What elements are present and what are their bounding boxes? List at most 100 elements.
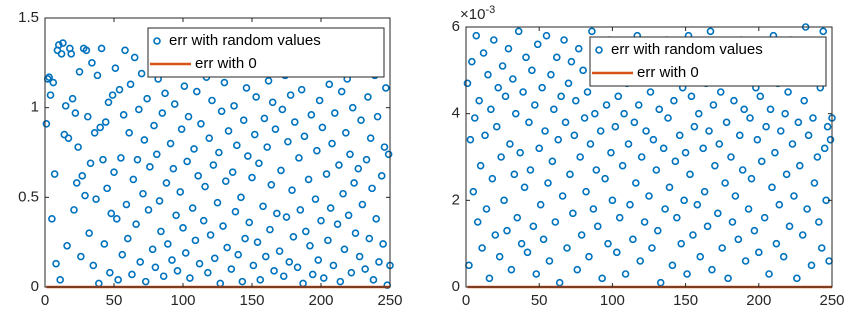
marker (135, 105, 143, 114)
marker (161, 89, 169, 98)
y-multiplier-base: ×10 (460, 6, 485, 23)
marker (526, 166, 535, 174)
marker (308, 270, 317, 279)
marker (516, 148, 524, 157)
marker (96, 123, 104, 132)
marker (295, 154, 303, 162)
marker (696, 252, 705, 261)
marker (547, 70, 555, 79)
marker (122, 200, 131, 209)
marker (819, 27, 828, 36)
marker (50, 170, 59, 178)
marker (646, 88, 655, 96)
marker (632, 179, 640, 187)
marker (501, 92, 510, 101)
marker (260, 114, 269, 123)
marker (626, 200, 634, 209)
marker (128, 270, 136, 279)
marker (782, 170, 791, 179)
marker (807, 261, 816, 270)
marker (129, 175, 138, 184)
marker (284, 137, 292, 146)
marker (245, 218, 254, 227)
marker (673, 213, 681, 222)
marker (288, 186, 296, 194)
marker (612, 248, 621, 257)
marker (275, 247, 284, 255)
marker (130, 53, 139, 62)
marker (89, 261, 98, 270)
legend-marker (153, 37, 161, 45)
marker (469, 187, 478, 196)
marker (487, 105, 495, 114)
marker (514, 27, 523, 36)
x-tick-label: 150 (673, 292, 698, 309)
marker (231, 207, 240, 216)
marker (350, 179, 358, 187)
marker (170, 100, 179, 108)
marker (784, 88, 792, 96)
marker (224, 127, 233, 135)
marker (463, 79, 472, 88)
marker (297, 85, 306, 94)
marker (261, 252, 270, 261)
y-multiplier-exponent: -3 (485, 4, 495, 16)
marker (71, 109, 80, 117)
marker (686, 170, 694, 179)
marker (665, 183, 674, 192)
marker (328, 139, 336, 148)
marker (724, 274, 732, 283)
marker (630, 118, 639, 127)
y-tick-label: 2 (452, 191, 460, 208)
marker (296, 206, 305, 214)
marker (820, 144, 829, 153)
marker (800, 96, 808, 105)
marker (715, 140, 724, 148)
marker (56, 276, 64, 284)
legend: err with random values err with 0 (147, 27, 385, 78)
x-tick-label: 0 (462, 292, 470, 309)
marker (382, 84, 390, 92)
marker (629, 235, 637, 244)
marker (164, 240, 172, 248)
marker (319, 274, 328, 282)
marker (67, 50, 76, 58)
marker (564, 79, 573, 88)
legend-label: err with random values (611, 41, 763, 58)
marker (277, 166, 285, 175)
marker (136, 258, 145, 266)
x-tick-label: 200 (308, 292, 333, 309)
marker (239, 116, 248, 125)
marker (730, 96, 738, 105)
marker (536, 200, 545, 209)
marker (567, 57, 576, 66)
x-tick-label: 150 (239, 292, 264, 309)
marker (810, 179, 819, 187)
marker (561, 118, 570, 127)
marker (485, 274, 494, 283)
marker (143, 94, 151, 103)
x-tick-label: 50 (106, 292, 123, 309)
marker (621, 270, 630, 278)
marker (384, 150, 393, 159)
marker (817, 244, 826, 252)
marker (90, 128, 99, 137)
marker (322, 170, 331, 178)
marker (683, 270, 691, 278)
marker (194, 172, 202, 180)
marker (709, 101, 718, 109)
marker (133, 155, 142, 164)
marker (507, 265, 516, 274)
marker (636, 257, 645, 265)
marker (582, 187, 590, 196)
marker (208, 96, 216, 105)
marker (716, 88, 725, 96)
marker (570, 131, 579, 140)
marker (346, 150, 354, 159)
marker (756, 92, 765, 101)
marker (490, 36, 498, 44)
marker (793, 274, 801, 283)
marker (223, 243, 231, 252)
legend-box (147, 27, 385, 78)
